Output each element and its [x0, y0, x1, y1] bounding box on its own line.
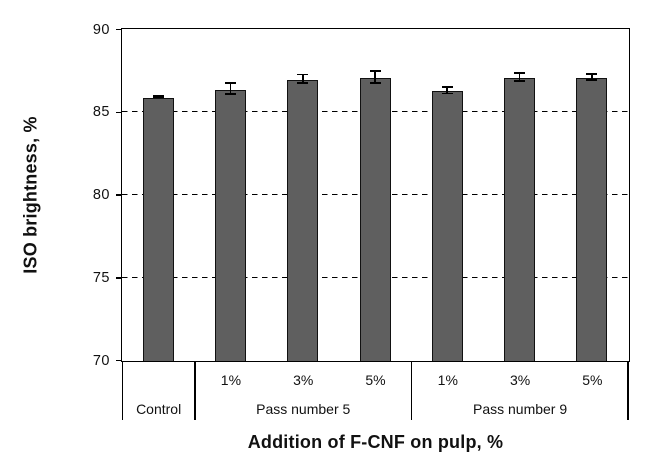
error-bar-cap-bottom — [152, 96, 164, 99]
group-label: Pass number 9 — [472, 401, 568, 417]
error-bar-cap-bottom — [514, 80, 526, 82]
category-divider — [627, 362, 629, 420]
y-tick-mark — [116, 28, 121, 31]
error-bar-stem — [374, 70, 376, 84]
y-tick-label: 90 — [92, 21, 110, 38]
y-axis-title: ISO brightness, % — [20, 116, 41, 274]
y-tick-label: 85 — [92, 104, 110, 121]
error-bar-cap-top — [152, 95, 164, 97]
error-bar — [297, 73, 309, 84]
error-bar — [586, 72, 598, 82]
x-tick-label: 5% — [365, 372, 386, 388]
error-bar-stem — [229, 81, 232, 96]
x-tick-label: 5% — [582, 372, 603, 388]
plot-area — [121, 28, 630, 362]
error-bar-cap-top — [441, 86, 453, 88]
error-bar — [152, 95, 164, 99]
x-tick-label: 1% — [437, 372, 458, 388]
y-tick-mark — [116, 111, 121, 113]
error-bar-stem — [590, 72, 593, 82]
y-tick-label: 75 — [92, 269, 110, 286]
error-bar-stem — [518, 72, 521, 82]
group-label: Control — [136, 401, 182, 417]
bar — [142, 97, 174, 361]
error-bar — [514, 72, 526, 82]
error-bar-cap-top — [297, 73, 309, 76]
x-tick-label: 3% — [293, 372, 314, 388]
y-tick-label: 80 — [92, 187, 110, 203]
x-axis-title: Addition of F-CNF on pulp, % — [247, 432, 504, 452]
y-tick-label: 70 — [92, 352, 110, 369]
x-tick-label: 1% — [220, 372, 242, 388]
error-bar — [441, 86, 453, 95]
error-bar-stem — [301, 73, 304, 84]
error-bar-cap-top — [514, 72, 526, 74]
category-divider — [194, 362, 196, 420]
bar — [359, 78, 391, 361]
error-bar-stem — [446, 86, 449, 95]
y-tick-mark — [116, 277, 121, 279]
bar — [576, 78, 608, 361]
error-bar-cap-top — [586, 72, 598, 75]
error-bar-cap-bottom — [369, 81, 381, 84]
error-bar-cap-bottom — [224, 93, 236, 96]
error-bar-cap-bottom — [441, 92, 453, 95]
error-bar — [369, 70, 381, 84]
error-bar — [224, 81, 236, 96]
error-bar-cap-top — [224, 81, 236, 84]
bar — [287, 79, 319, 361]
group-label: Pass number 5 — [256, 401, 351, 417]
y-tick-mark — [116, 194, 121, 196]
bar — [504, 78, 536, 361]
error-bar-cap-bottom — [297, 81, 309, 84]
bar — [214, 89, 246, 361]
bar — [431, 91, 463, 361]
x-tick-label: 3% — [509, 372, 531, 388]
category-divider — [410, 362, 413, 420]
error-bar-cap-top — [369, 70, 381, 73]
error-bar-cap-bottom — [586, 79, 598, 82]
category-divider — [121, 362, 124, 420]
y-tick-mark — [116, 359, 121, 362]
